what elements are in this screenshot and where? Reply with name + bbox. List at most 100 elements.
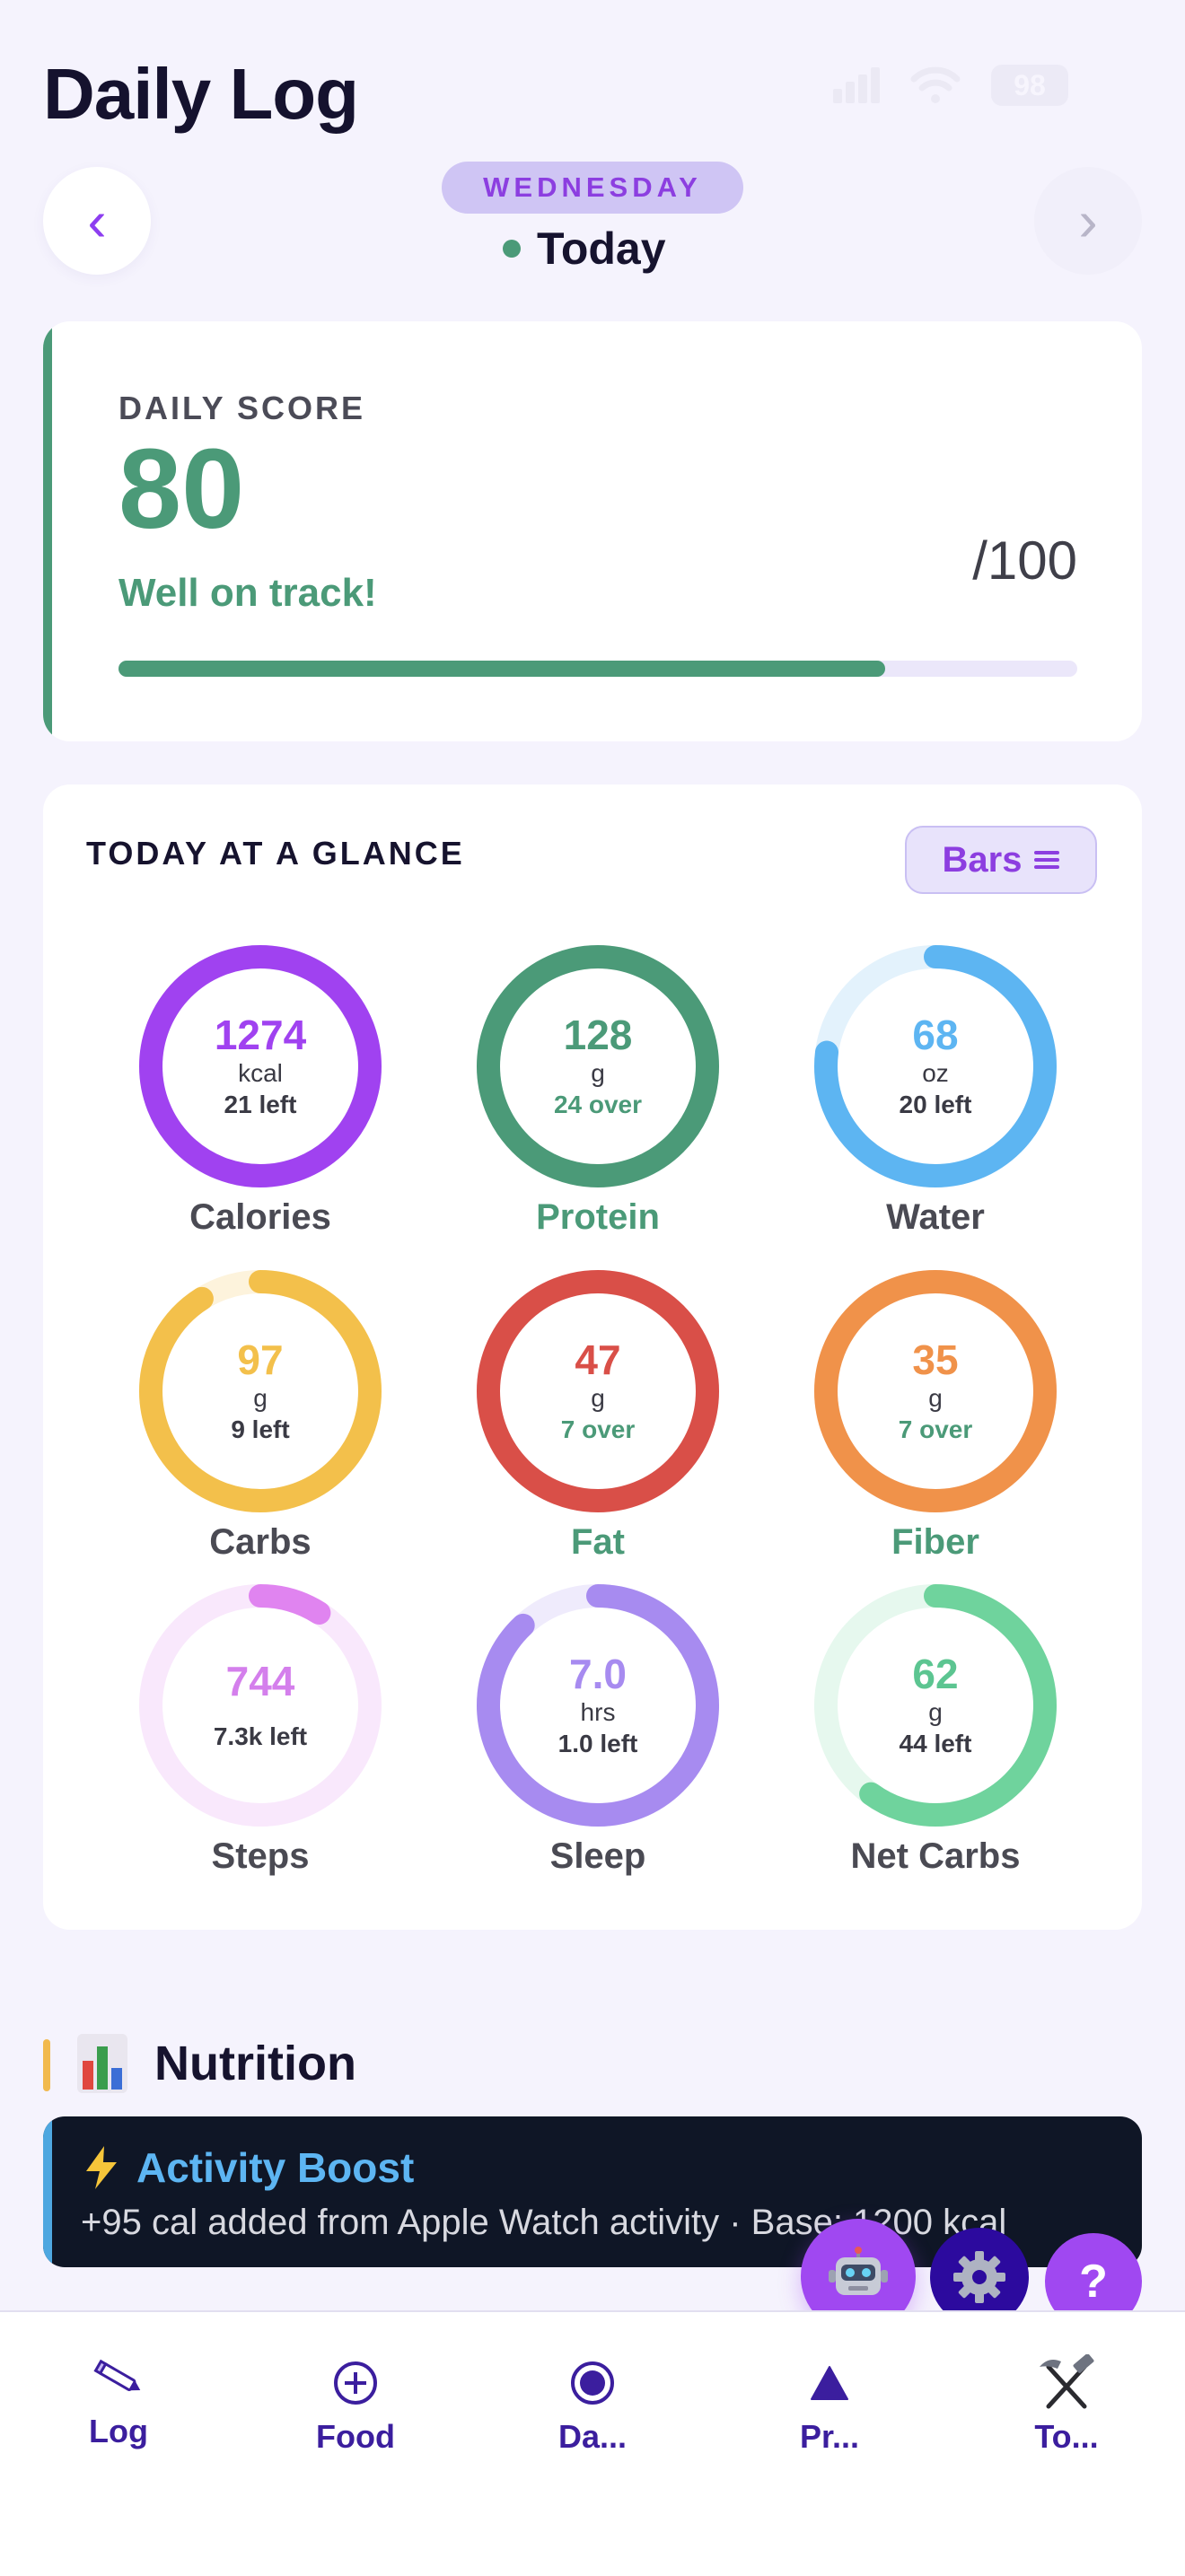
metric-ring-fat[interactable]: 47 g 7 over Fat: [472, 1266, 724, 1563]
nutrition-accent-bar: [43, 2039, 50, 2091]
tab-food[interactable]: Food: [266, 2353, 445, 2456]
ring-remaining: 1.0 left: [557, 1730, 638, 1757]
daily-score-card[interactable]: DAILY SCORE 80 Well on track! /100: [43, 321, 1142, 741]
ring-unit: kcal: [238, 1059, 283, 1087]
ring-remaining: 7.3k left: [213, 1722, 308, 1750]
next-day-button[interactable]: ›: [1034, 167, 1142, 275]
ring-progress: [477, 1584, 719, 1827]
ring-chart: [477, 1270, 719, 1512]
ring-chart: [477, 1584, 719, 1827]
metric-ring-carbs[interactable]: 97 g 9 left Carbs: [135, 1266, 386, 1563]
robot-icon: [829, 2247, 888, 2295]
today-at-a-glance-card: TODAY AT A GLANCE Bars 1274 kcal 21 left Ca…: [43, 784, 1142, 1930]
ring-value: 35: [912, 1336, 959, 1383]
tab-progress-label: Pr...: [799, 2418, 860, 2455]
wifi-icon: [910, 66, 961, 103]
ring-chart: [814, 1584, 1057, 1827]
tab-food-label: Food: [316, 2418, 395, 2455]
ring-unit: g: [591, 1059, 605, 1087]
ring-label: Steps: [211, 1836, 310, 1876]
boost-accent-bar: [43, 2116, 52, 2267]
ai-assistant-button[interactable]: [801, 2219, 916, 2334]
menu-lines-icon: [1034, 851, 1060, 869]
ring-chart: [814, 1270, 1057, 1512]
ring-label: Fat: [571, 1522, 625, 1562]
ring-chart: [814, 945, 1057, 1187]
ring-center: 744 7.3k left: [135, 1580, 386, 1831]
ring-value: 47: [575, 1336, 621, 1383]
glance-title: TODAY AT A GLANCE: [86, 835, 465, 872]
day-name-badge: WEDNESDAY: [442, 162, 743, 214]
plus-circle-icon: [334, 2361, 377, 2405]
ring-remaining: 21 left: [224, 1091, 297, 1118]
score-label: DAILY SCORE: [118, 390, 366, 426]
ring-center: 97 g 9 left: [135, 1266, 386, 1517]
ring-label: Carbs: [209, 1522, 312, 1562]
boost-title-text: Activity Boost: [136, 2144, 415, 2191]
ring-unit: oz: [922, 1059, 949, 1087]
ring-chart: [477, 945, 719, 1187]
ring-label: Fiber: [891, 1522, 979, 1562]
ring-value: 7.0: [569, 1651, 627, 1697]
tab-dashboard[interactable]: Da...: [503, 2353, 682, 2456]
tab-progress[interactable]: Pr...: [740, 2353, 919, 2456]
bar-chart-icon: [77, 2034, 127, 2093]
metric-ring-calories[interactable]: 1274 kcal 21 left Calories: [135, 941, 386, 1238]
triangle-icon: [811, 2366, 848, 2400]
ring-label: Protein: [536, 1197, 660, 1237]
previous-day-button[interactable]: ‹: [43, 167, 151, 275]
metric-ring-water[interactable]: 68 oz 20 left Water: [810, 941, 1061, 1238]
ring-value: 68: [912, 1012, 959, 1058]
bottom-tab-bar: Log Food Da... Pr...: [0, 2310, 1185, 2576]
score-value: 80: [118, 425, 245, 552]
page-title: Daily Log: [43, 54, 359, 134]
metric-ring-sleep[interactable]: 7.0 hrs 1.0 left Sleep: [472, 1580, 724, 1877]
ring-remaining: 9 left: [231, 1415, 290, 1443]
score-status: Well on track!: [118, 571, 377, 615]
ring-unit: g: [253, 1384, 268, 1412]
ring-progress: [139, 945, 382, 1187]
ring-progress: [477, 945, 719, 1187]
ring-progress: [814, 1270, 1057, 1512]
today-text: Today: [537, 223, 666, 274]
tab-dashboard-label: Da...: [557, 2418, 628, 2455]
ring-center: 35 g 7 over: [810, 1266, 1061, 1517]
today-indicator-dot: [503, 240, 521, 258]
metric-ring-fiber[interactable]: 35 g 7 over Fiber: [810, 1266, 1061, 1563]
tab-log-label: Log: [89, 2413, 148, 2449]
status-bar: 98: [833, 65, 1068, 106]
score-accent-bar: [43, 321, 52, 741]
ring-center: 68 oz 20 left: [810, 941, 1061, 1192]
ring-value: 62: [912, 1651, 959, 1697]
metric-ring-steps[interactable]: 744 7.3k left Steps: [135, 1580, 386, 1877]
ring-progress: [139, 1584, 382, 1827]
ring-center: 1274 kcal 21 left: [135, 941, 386, 1192]
metric-ring-net-carbs[interactable]: 62 g 44 left Net Carbs: [810, 1580, 1061, 1877]
pencil-icon: [93, 2359, 141, 2391]
ring-label: Water: [886, 1197, 985, 1237]
tab-tools[interactable]: To...: [977, 2353, 1156, 2456]
bars-toggle-label: Bars: [942, 839, 1023, 880]
metric-ring-protein[interactable]: 128 g 24 over Protein: [472, 941, 724, 1238]
ring-remaining: 20 left: [899, 1091, 972, 1118]
bars-view-toggle[interactable]: Bars: [905, 826, 1097, 894]
ring-chart: [139, 1270, 382, 1512]
score-progress-fill: [118, 661, 886, 677]
target-icon: [571, 2361, 614, 2405]
tab-log[interactable]: Log: [29, 2348, 208, 2450]
score-max: /100: [972, 530, 1077, 591]
battery-indicator: 98: [991, 65, 1068, 106]
gear-icon: [953, 2251, 1005, 2303]
ring-remaining: 44 left: [899, 1730, 972, 1757]
score-progress-bar: [118, 661, 1077, 677]
ring-remaining: 24 over: [553, 1091, 643, 1118]
ring-unit: g: [928, 1698, 943, 1726]
hammer-pick-icon: [1040, 2354, 1094, 2409]
tab-tools-label: To...: [1034, 2418, 1099, 2455]
ring-value: 1274: [214, 1012, 307, 1058]
settings-button[interactable]: [930, 2228, 1029, 2326]
ring-value: 97: [237, 1336, 284, 1383]
ring-value: 128: [563, 1012, 633, 1058]
ring-label: Net Carbs: [850, 1836, 1021, 1876]
ring-center: 47 g 7 over: [472, 1266, 724, 1517]
